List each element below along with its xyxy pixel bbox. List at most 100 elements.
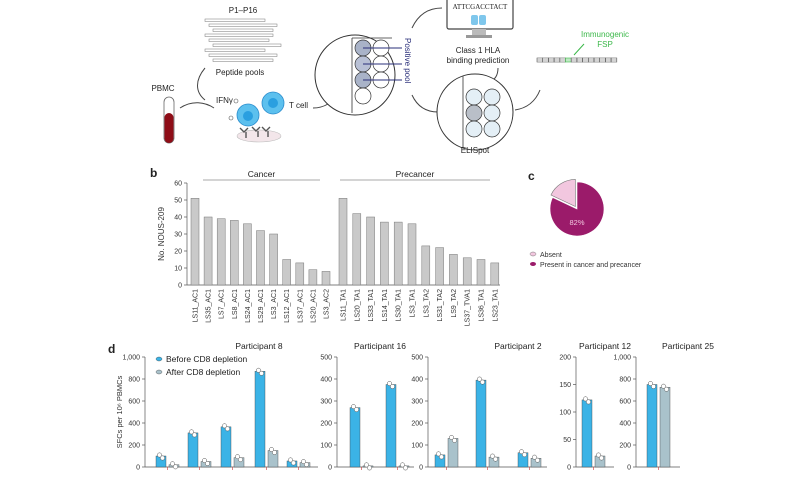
peptide-chain-icon — [536, 57, 618, 63]
data-point — [519, 449, 524, 455]
y-tick-label: 150 — [559, 382, 571, 389]
bar-before — [385, 384, 397, 468]
bar — [338, 198, 348, 286]
data-point — [439, 454, 444, 460]
y-tick-label: 10 — [174, 266, 182, 273]
bar — [380, 221, 389, 286]
x-tick-label: LS37_TVA1 — [465, 289, 472, 326]
x-tick-label: LS33_TA1 — [368, 289, 375, 322]
blood-tube-icon — [163, 96, 175, 144]
y-tick-label: 30 — [174, 232, 182, 239]
positive-pool-label: Positive pool — [403, 38, 412, 84]
panel-a-diagram: P1–P16 Peptide pools PBMC IFNγ T cell — [151, 0, 629, 155]
legend-swatch-before — [155, 356, 163, 362]
bar-before — [646, 384, 658, 468]
bar — [282, 259, 291, 286]
data-point — [477, 376, 482, 382]
x-tick-label: LS24_AC1 — [245, 289, 252, 323]
peptide-range-label: P1–P16 — [229, 6, 258, 15]
data-point — [403, 465, 408, 471]
panel-c-label: c — [528, 169, 535, 183]
ifng-label: IFNγ — [216, 96, 233, 105]
computer-monitor-icon — [446, 0, 514, 38]
legend-label: Present in cancer and precancer — [540, 262, 642, 269]
bar — [190, 198, 200, 286]
data-point — [173, 464, 178, 470]
peptide-pools-icon — [204, 18, 282, 62]
data-point — [480, 379, 485, 385]
bar — [203, 216, 213, 286]
group-label: Cancer — [248, 169, 276, 179]
y-tick-label: 400 — [619, 421, 631, 428]
t-cell-label: T cell — [289, 101, 308, 110]
data-point — [202, 458, 207, 463]
data-point — [354, 407, 359, 413]
subplot-participant: Participant 8 0 200 400 600 800 1,000 — [122, 341, 318, 472]
x-tick-label: LS8_AC1 — [232, 289, 239, 319]
y-tick-label: 300 — [411, 399, 423, 406]
data-point — [522, 452, 527, 458]
data-point — [222, 423, 227, 429]
data-point — [238, 457, 243, 463]
data-point — [664, 386, 669, 392]
x-tick-label: LS14_TA1 — [382, 289, 389, 322]
data-point — [661, 383, 666, 389]
data-point — [583, 396, 588, 402]
bar — [321, 271, 331, 286]
legend-label: Absent — [540, 252, 562, 259]
bar — [308, 269, 318, 286]
data-point — [288, 457, 293, 463]
bar — [269, 233, 278, 286]
peptide-line — [212, 58, 274, 62]
y-tick-label: 100 — [411, 443, 423, 450]
bar — [407, 223, 417, 286]
x-tick-label: LS3_AC2 — [324, 289, 331, 319]
x-tick-label: LS35_AC1 — [206, 289, 213, 323]
legend-label: Before CD8 depletion — [166, 354, 248, 364]
peptide-pools-label: Peptide pools — [216, 68, 264, 77]
bar — [256, 230, 265, 286]
data-point — [599, 455, 604, 461]
subplot-participant: Participant 16 0 100 200 300 400 500 — [320, 341, 414, 472]
elispot-label: ELISpot — [461, 146, 490, 155]
data-point — [452, 437, 457, 443]
sequence-text: ATTCGACCTACT — [453, 3, 508, 11]
arrow-icon — [411, 7, 443, 29]
y-tick-label: 800 — [128, 377, 140, 384]
y-tick-label: 0 — [136, 465, 140, 472]
bar-before — [475, 379, 487, 468]
fsp-label: FSP — [597, 40, 613, 49]
data-point — [189, 429, 194, 435]
y-tick-label: 100 — [559, 410, 571, 417]
data-point — [256, 367, 261, 373]
bar-after — [659, 387, 671, 468]
bar-before — [254, 371, 266, 468]
bar — [462, 257, 472, 286]
y-axis-label: No. NOUS-209 — [157, 207, 166, 261]
panel-c-pie: 82% Absent Present in cancer and precancer — [529, 179, 642, 269]
x-tick-label: LS31_TA2 — [437, 289, 444, 322]
chain-residue — [610, 57, 618, 63]
y-tick-label: 400 — [411, 377, 423, 384]
y-axis-label: SFCs per 10⁶ PBMCs — [115, 375, 124, 448]
data-point — [192, 432, 197, 438]
y-tick-label: 100 — [320, 443, 332, 450]
subplot-title: Participant 16 — [354, 341, 406, 351]
peptide-line — [204, 18, 266, 22]
bar — [421, 245, 431, 286]
y-tick-label: 400 — [128, 421, 140, 428]
data-point — [367, 465, 372, 471]
panel-d-charts: SFCs per 10⁶ PBMCs Participant 8 0 200 400 60… — [115, 341, 714, 472]
peptide-line — [212, 28, 274, 32]
x-tick-label: LS20_AC1 — [310, 289, 317, 323]
data-point — [170, 461, 175, 467]
y-tick-label: 600 — [619, 399, 631, 406]
data-point — [259, 370, 264, 376]
panel-b-label: b — [150, 166, 157, 180]
data-point — [596, 452, 601, 458]
x-tick-label: LS20_TA1 — [354, 289, 361, 322]
slice-label: 82% — [569, 218, 584, 227]
data-point — [160, 455, 165, 461]
data-point — [364, 462, 369, 468]
bar — [366, 216, 375, 286]
